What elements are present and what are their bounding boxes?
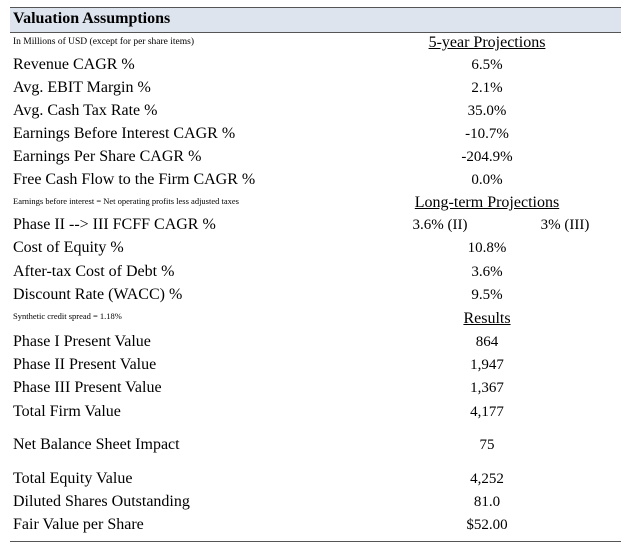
row-label: Phase III Present Value [13,379,162,396]
phase-three-value: 3% (III) [540,217,590,233]
row-label: Phase II Present Value [13,356,157,373]
table-row: Discount Rate (WACC) % 9.5% [10,286,621,308]
bottom-rule [10,541,621,542]
row-label: Free Cash Flow to the Firm CAGR % [13,171,256,188]
row-value: 1,367 [470,380,504,396]
row-label: Earnings Before Interest CAGR % [13,125,236,142]
row-value: 4,252 [470,471,504,487]
row-value: -204.9% [461,149,513,165]
title-bar: Valuation Assumptions [10,7,621,33]
table-row: Free Cash Flow to the Firm CAGR % 0.0% [10,171,621,193]
table-row: Earnings Per Share CAGR % -204.9% [10,148,621,170]
table-row: Revenue CAGR % 6.5% [10,56,621,78]
row-value: 9.5% [471,287,503,303]
row-label: Discount Rate (WACC) % [13,286,183,303]
table-row: After-tax Cost of Debt % 3.6% [10,263,621,285]
subtitle-row: In Millions of USD (except for per share… [10,33,621,55]
table-row: Cost of Equity % 10.8% [10,239,621,261]
table-title: Valuation Assumptions [13,10,171,27]
credit-spread-footnote: Synthetic credit spread = 1.18% [13,311,122,321]
table-row: Phase II --> III FCFF CAGR % 3.6% (II) 3… [10,216,621,238]
row-value: -10.7% [465,126,509,142]
row-label: Cost of Equity % [13,239,124,256]
table-row: Phase II Present Value 1,947 [10,356,621,378]
table-row: Total Equity Value 4,252 [10,470,621,492]
row-label: Phase I Present Value [13,333,151,350]
row-label: Total Equity Value [13,470,133,487]
row-value: 81.0 [473,494,501,510]
table-row: Earnings Before Interest CAGR % -10.7% [10,125,621,147]
table-row: Total Firm Value 4,177 [10,403,621,425]
row-label: Phase II --> III FCFF CAGR % [13,216,216,233]
table-row: Phase I Present Value 864 [10,333,621,355]
row-value: 10.8% [467,240,507,256]
footnote-row: Synthetic credit spread = 1.18% Results [10,308,621,330]
row-label: Earnings Per Share CAGR % [13,148,202,165]
results-header: Results [463,310,511,327]
table-row: Net Balance Sheet Impact 75 [10,436,621,458]
row-value: 0.0% [471,172,503,188]
table-row: Avg. Cash Tax Rate % 35.0% [10,102,621,124]
units-note: In Millions of USD (except for per share… [13,37,194,47]
long-term-header: Long-term Projections [414,194,560,211]
table-row: Phase III Present Value 1,367 [10,379,621,401]
row-value: 3.6% [471,264,503,280]
row-label: Fair Value per Share [13,516,144,533]
row-value: 75 [479,437,495,453]
row-label: Diluted Shares Outstanding [13,493,190,510]
table-row: Avg. EBIT Margin % 2.1% [10,79,621,101]
table-row: Diluted Shares Outstanding 81.0 [10,493,621,515]
row-value: 2.1% [471,80,503,96]
row-value: 6.5% [471,57,503,73]
table-row: Fair Value per Share $52.00 [10,516,621,538]
row-label: Total Firm Value [13,403,121,420]
row-value: 1,947 [470,357,504,373]
row-label: Avg. EBIT Margin % [13,79,151,96]
phase-two-value: 3.6% (II) [412,217,468,233]
row-label: Revenue CAGR % [13,56,135,73]
five-year-header: 5-year Projections [428,34,546,51]
row-label: After-tax Cost of Debt % [13,263,175,280]
row-label: Net Balance Sheet Impact [13,436,180,453]
row-value: 35.0% [467,103,507,119]
footnote-row: Earnings before interest = Net operating… [10,193,621,215]
row-label: Avg. Cash Tax Rate % [13,102,158,119]
row-value: $52.00 [466,517,508,533]
row-value: 4,177 [470,404,504,420]
row-value: 864 [475,334,499,350]
earnings-footnote: Earnings before interest = Net operating… [13,196,239,206]
